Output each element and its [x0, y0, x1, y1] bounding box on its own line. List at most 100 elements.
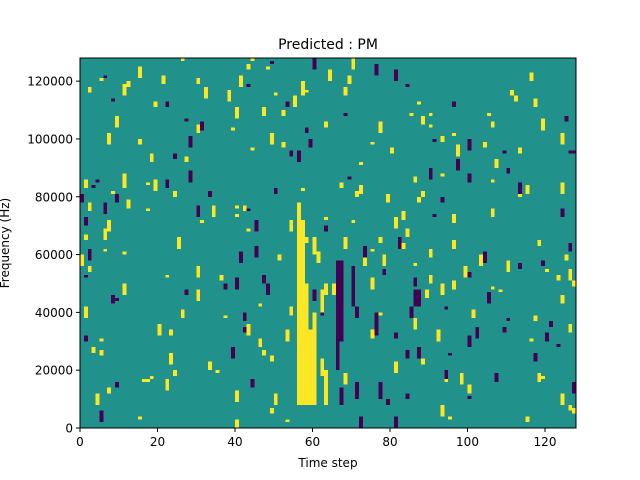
- low-cell: [312, 58, 317, 70]
- high-cell: [463, 266, 468, 278]
- high-cell: [219, 274, 224, 281]
- high-cell: [180, 309, 185, 319]
- y-axis-ticks: 0 20000 40000 60000 80000 100000 120000: [27, 75, 80, 436]
- high-cell: [289, 219, 294, 232]
- y-tick-label: 120000: [27, 75, 73, 89]
- high-cell: [196, 289, 201, 298]
- high-cell: [378, 312, 383, 316]
- high-cell: [417, 196, 422, 203]
- high-cell: [269, 355, 274, 362]
- high-cell: [436, 329, 441, 342]
- low-cell: [91, 185, 96, 189]
- y-tick-label: 60000: [35, 248, 73, 262]
- low-cell: [393, 69, 398, 82]
- high-cell: [126, 81, 131, 87]
- high-cell: [83, 306, 88, 319]
- high-cell: [196, 266, 201, 278]
- low-cell: [347, 176, 352, 180]
- high-cell: [452, 214, 456, 223]
- high-cell: [149, 375, 154, 379]
- high-cell: [235, 419, 239, 428]
- high-cell: [83, 234, 88, 241]
- high-cell: [200, 219, 205, 223]
- y-tick-label: 0: [65, 422, 73, 436]
- high-cell: [467, 384, 472, 394]
- high-cell: [401, 243, 406, 249]
- high-cell: [568, 269, 573, 281]
- high-cell: [297, 202, 301, 405]
- low-cell: [83, 274, 88, 278]
- high-cell: [169, 352, 174, 365]
- low-cell: [254, 219, 259, 232]
- low-cell: [382, 269, 387, 275]
- high-cell: [370, 248, 375, 252]
- high-cell: [455, 144, 460, 157]
- high-cell: [304, 237, 309, 243]
- low-cell: [196, 205, 201, 217]
- high-cell: [242, 205, 247, 212]
- x-tick-label: 100: [456, 435, 479, 449]
- high-cell: [138, 66, 143, 79]
- low-cell: [165, 179, 170, 189]
- high-cell: [91, 347, 96, 353]
- low-cell: [114, 193, 119, 203]
- high-cell: [269, 133, 274, 145]
- high-cell: [235, 214, 239, 217]
- x-axis-ticks: 0 20 40 60 80 100 120: [76, 428, 556, 449]
- low-cell: [432, 138, 437, 142]
- high-cell: [490, 121, 495, 128]
- high-cell: [452, 133, 456, 137]
- low-cell: [506, 318, 511, 322]
- high-cell: [142, 378, 146, 382]
- low-cell: [413, 277, 418, 287]
- high-cell: [560, 133, 565, 145]
- high-cell: [145, 182, 150, 186]
- low-cell: [502, 326, 507, 333]
- high-cell: [440, 404, 445, 417]
- high-cell: [165, 378, 170, 391]
- low-cell: [165, 101, 170, 108]
- high-cell: [273, 92, 278, 96]
- high-cell: [285, 419, 290, 423]
- high-cell: [486, 112, 491, 116]
- low-cell: [405, 393, 410, 400]
- high-cell: [393, 361, 398, 374]
- low-cell: [339, 260, 344, 342]
- high-cell: [285, 329, 290, 342]
- high-cell: [537, 240, 542, 246]
- high-cell: [390, 147, 394, 154]
- low-cell: [246, 84, 251, 87]
- low-cell: [568, 243, 573, 252]
- low-cell: [297, 150, 301, 163]
- high-cell: [514, 95, 518, 102]
- low-cell: [111, 98, 115, 102]
- low-cell: [184, 289, 189, 296]
- heatmap-background: [80, 58, 576, 428]
- low-cell: [568, 150, 573, 154]
- high-cell: [180, 58, 185, 61]
- high-cell: [378, 121, 383, 134]
- high-cell: [165, 274, 170, 278]
- low-cell: [289, 150, 294, 157]
- high-cell: [269, 407, 274, 414]
- high-cell: [204, 86, 208, 99]
- high-cell: [169, 329, 174, 336]
- low-cell: [335, 260, 340, 371]
- high-cell: [289, 306, 294, 316]
- high-cell: [250, 147, 255, 151]
- high-cell: [300, 219, 305, 405]
- x-tick-label: 60: [305, 435, 320, 449]
- high-cell: [343, 373, 348, 385]
- low-cell: [99, 410, 104, 423]
- low-cell: [467, 396, 472, 400]
- high-cell: [564, 254, 569, 261]
- low-cell: [114, 297, 119, 301]
- low-cell: [242, 312, 247, 322]
- high-cell: [525, 416, 530, 423]
- high-cell: [87, 202, 92, 212]
- high-cell: [428, 112, 433, 116]
- low-cell: [312, 289, 317, 301]
- heatmap-cells: [80, 58, 577, 428]
- low-cell: [486, 292, 491, 304]
- high-cell: [417, 101, 422, 105]
